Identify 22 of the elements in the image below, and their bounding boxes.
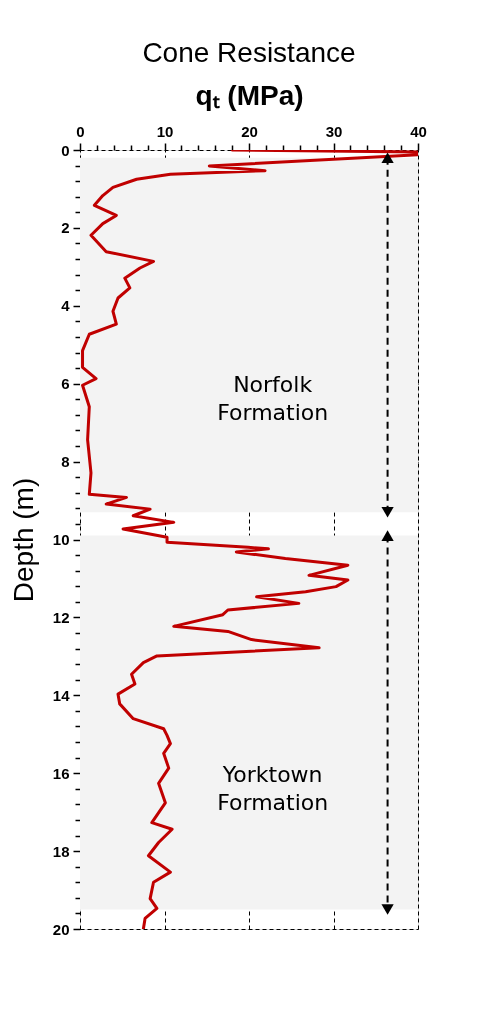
y-tick-label: 6 [61,375,70,393]
y-tick-label: 14 [52,686,71,704]
x-tick-label: 30 [325,122,343,140]
y-tick-label: 2 [61,219,70,237]
y-tick-label: 20 [52,920,70,938]
y-tick-label: 10 [52,531,70,548]
band-label: Norfolk Formation [217,371,329,425]
band-label: Yorktown Formation [217,761,329,815]
y-tick-label: 0 [61,141,70,159]
x-tick-label: 0 [76,122,85,140]
chart-title: Cone Resistance [142,37,356,68]
x-axis-title: qₜ (MPa) [195,79,304,111]
y-tick-label: 18 [52,842,70,860]
y-tick-label: 12 [52,608,70,626]
y-tick-label: 16 [52,764,70,782]
y-tick-label: 8 [61,453,70,471]
x-tick-label: 20 [241,122,258,140]
line-series [81,150,418,929]
y-tick-label: 4 [61,297,71,315]
x-tick-label: 40 [410,122,427,140]
x-tick-label: 10 [156,122,174,140]
y-axis-title: Depth (m) [7,477,39,603]
